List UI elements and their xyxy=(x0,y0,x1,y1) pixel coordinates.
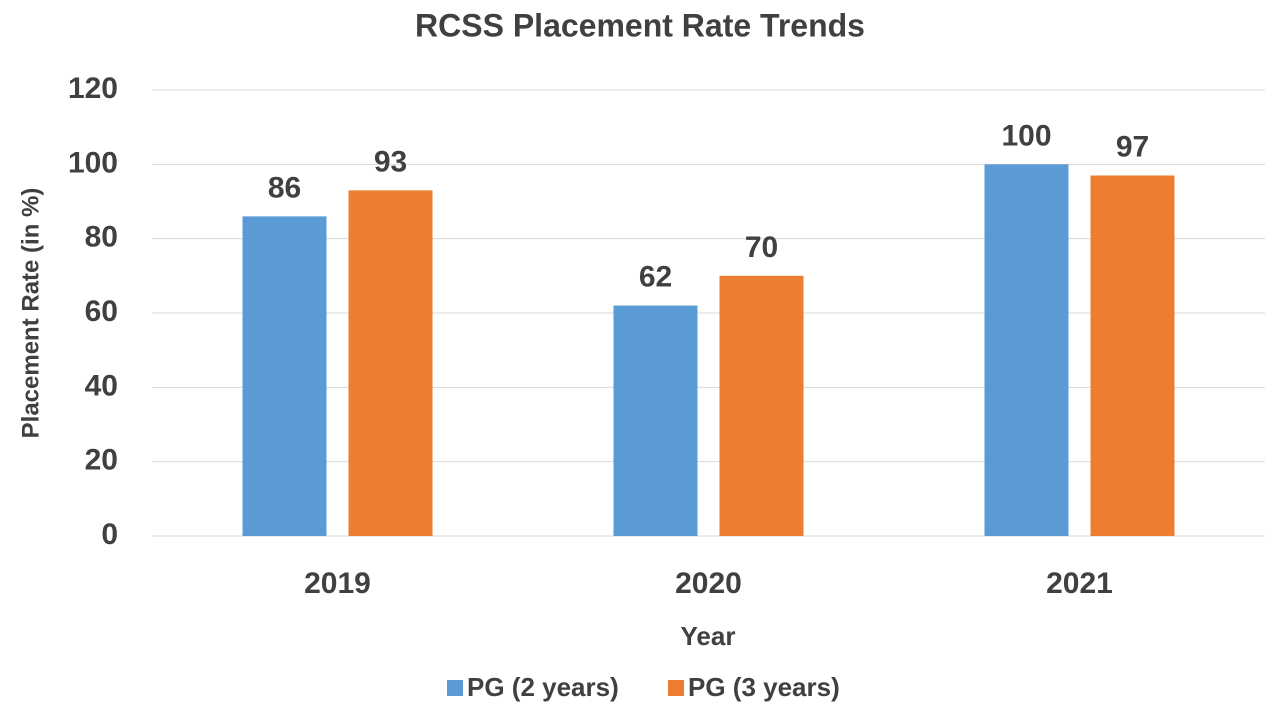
x-tick-label: 2019 xyxy=(304,567,371,600)
y-tick-label: 20 xyxy=(85,444,118,477)
y-tick-label: 80 xyxy=(85,221,118,254)
y-tick-label: 120 xyxy=(68,72,118,105)
x-axis-label: Year xyxy=(681,621,736,651)
bar xyxy=(1090,175,1175,536)
y-tick-label: 0 xyxy=(101,518,118,551)
legend-swatch xyxy=(447,680,463,696)
bar xyxy=(613,305,698,536)
legend-swatch xyxy=(668,680,684,696)
bar xyxy=(242,216,327,536)
data-label: 62 xyxy=(639,260,672,293)
data-label: 97 xyxy=(1116,130,1149,163)
bar xyxy=(719,275,804,536)
legend-label: PG (2 years) xyxy=(467,672,619,702)
legend-label: PG (3 years) xyxy=(688,672,840,702)
y-tick-label: 40 xyxy=(85,369,118,402)
bar xyxy=(348,190,433,536)
y-tick-label: 100 xyxy=(68,146,118,179)
data-label: 86 xyxy=(268,171,301,204)
x-tick-label: 2020 xyxy=(675,567,742,600)
y-axis-label: Placement Rate (in %) xyxy=(17,188,44,439)
data-label: 93 xyxy=(374,145,407,178)
x-tick-label: 2021 xyxy=(1046,567,1113,600)
bar xyxy=(984,164,1069,537)
y-tick-label: 60 xyxy=(85,295,118,328)
chart-title: RCSS Placement Rate Trends xyxy=(415,7,865,43)
data-label: 100 xyxy=(1001,119,1051,152)
data-label: 70 xyxy=(745,231,778,264)
